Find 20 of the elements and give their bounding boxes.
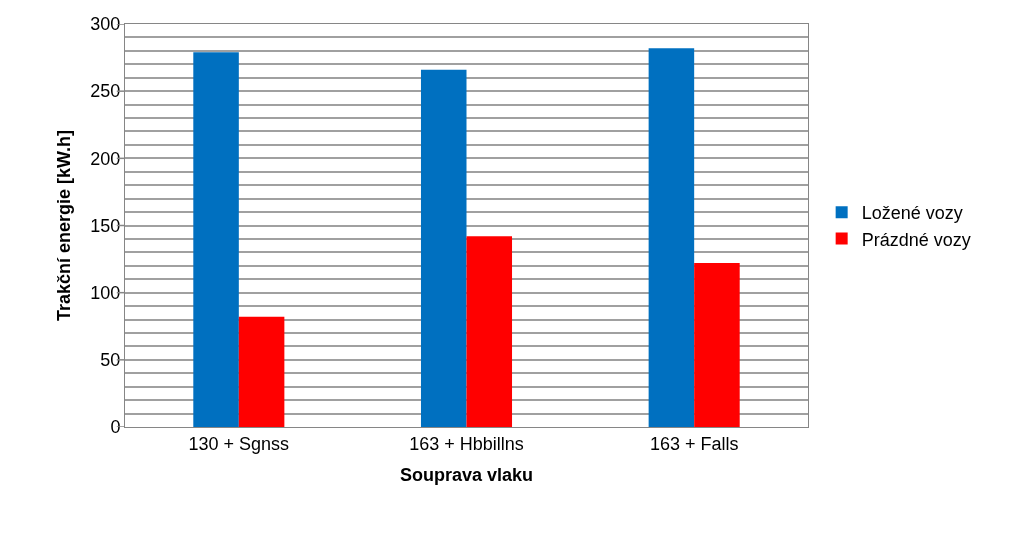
y-tick-label: 0 [110, 417, 121, 438]
bar [420, 69, 467, 427]
bar [466, 236, 513, 427]
bar [238, 316, 285, 427]
y-axis-title: Trakční energie [kW.h] [53, 129, 74, 322]
legend-label: Prázdné vozy [861, 229, 971, 250]
bar [193, 52, 239, 427]
bar [648, 48, 695, 427]
y-tick-label: 300 [90, 14, 121, 35]
legend-label: Ložené vozy [861, 203, 963, 224]
y-tick-label: 200 [90, 148, 121, 169]
y-tick-label: 250 [90, 81, 121, 102]
y-tick-label: 100 [90, 282, 121, 303]
x-tick-label: 163 + Hbbillns [409, 433, 524, 454]
x-tick-label: 130 + Sgnss [188, 433, 290, 454]
y-tick-label: 50 [100, 350, 121, 371]
bar [694, 263, 740, 427]
x-axis-title: Souprava vlaku [399, 464, 534, 485]
x-tick-label: 163 + Falls [649, 433, 739, 454]
y-tick-label: 150 [90, 215, 121, 236]
